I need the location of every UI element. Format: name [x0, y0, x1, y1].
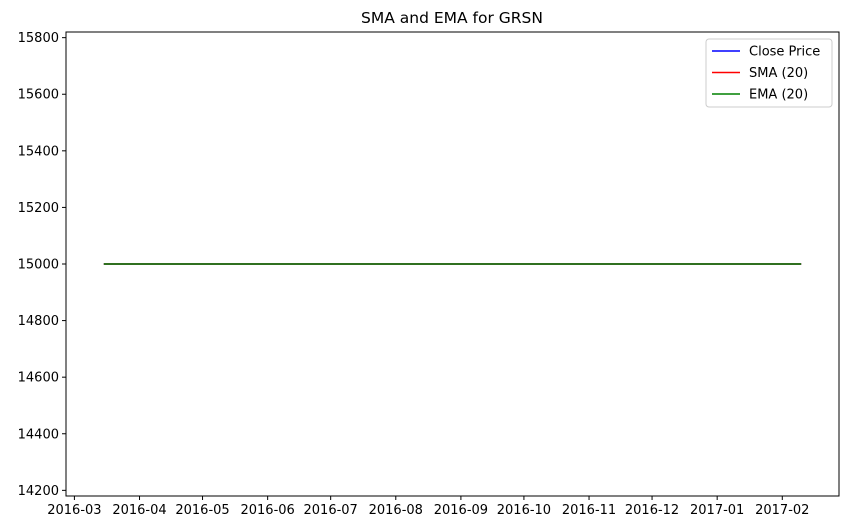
x-tick-label: 2016-12 — [625, 503, 679, 518]
y-tick-label: 14600 — [18, 371, 59, 386]
x-tick-label: 2016-08 — [369, 503, 423, 518]
y-axis-ticks: 14200 14400 14600 14800 15000 15200 15400 15600… — [18, 31, 66, 499]
y-tick-label: 15800 — [18, 31, 59, 46]
chart-title: SMA and EMA for GRSN — [361, 9, 543, 27]
legend-label: EMA (20) — [749, 88, 808, 103]
legend-box — [705, 38, 833, 108]
y-tick-label: 14400 — [18, 427, 59, 442]
x-tick-label: 2016-06 — [240, 503, 294, 518]
y-tick-label: 15600 — [18, 88, 59, 103]
y-tick-label: 14800 — [18, 314, 59, 329]
x-tick-label: 2016-10 — [497, 503, 551, 518]
x-tick-label: 2017-01 — [690, 503, 744, 518]
y-tick-label: 15000 — [18, 258, 59, 273]
y-tick-label: 15200 — [18, 201, 59, 216]
y-tick-label: 14200 — [18, 484, 59, 499]
x-tick-label: 2017-02 — [755, 503, 809, 518]
x-tick-label: 2016-04 — [112, 503, 166, 518]
legend-label: Close Price — [749, 45, 820, 60]
x-axis-ticks: 2016-03 2016-04 2016-05 2016-06 2016-07 2016-… — [47, 496, 809, 518]
x-tick-label: 2016-09 — [434, 503, 488, 518]
y-tick-label: 15400 — [18, 144, 59, 159]
x-tick-label: 2016-03 — [47, 503, 101, 518]
legend: Close Price SMA (20) EMA (20) — [705, 38, 833, 108]
x-tick-label: 2016-07 — [304, 503, 358, 518]
x-tick-label: 2016-11 — [562, 503, 616, 518]
x-tick-label: 2016-05 — [175, 503, 229, 518]
legend-label: SMA (20) — [749, 66, 808, 81]
